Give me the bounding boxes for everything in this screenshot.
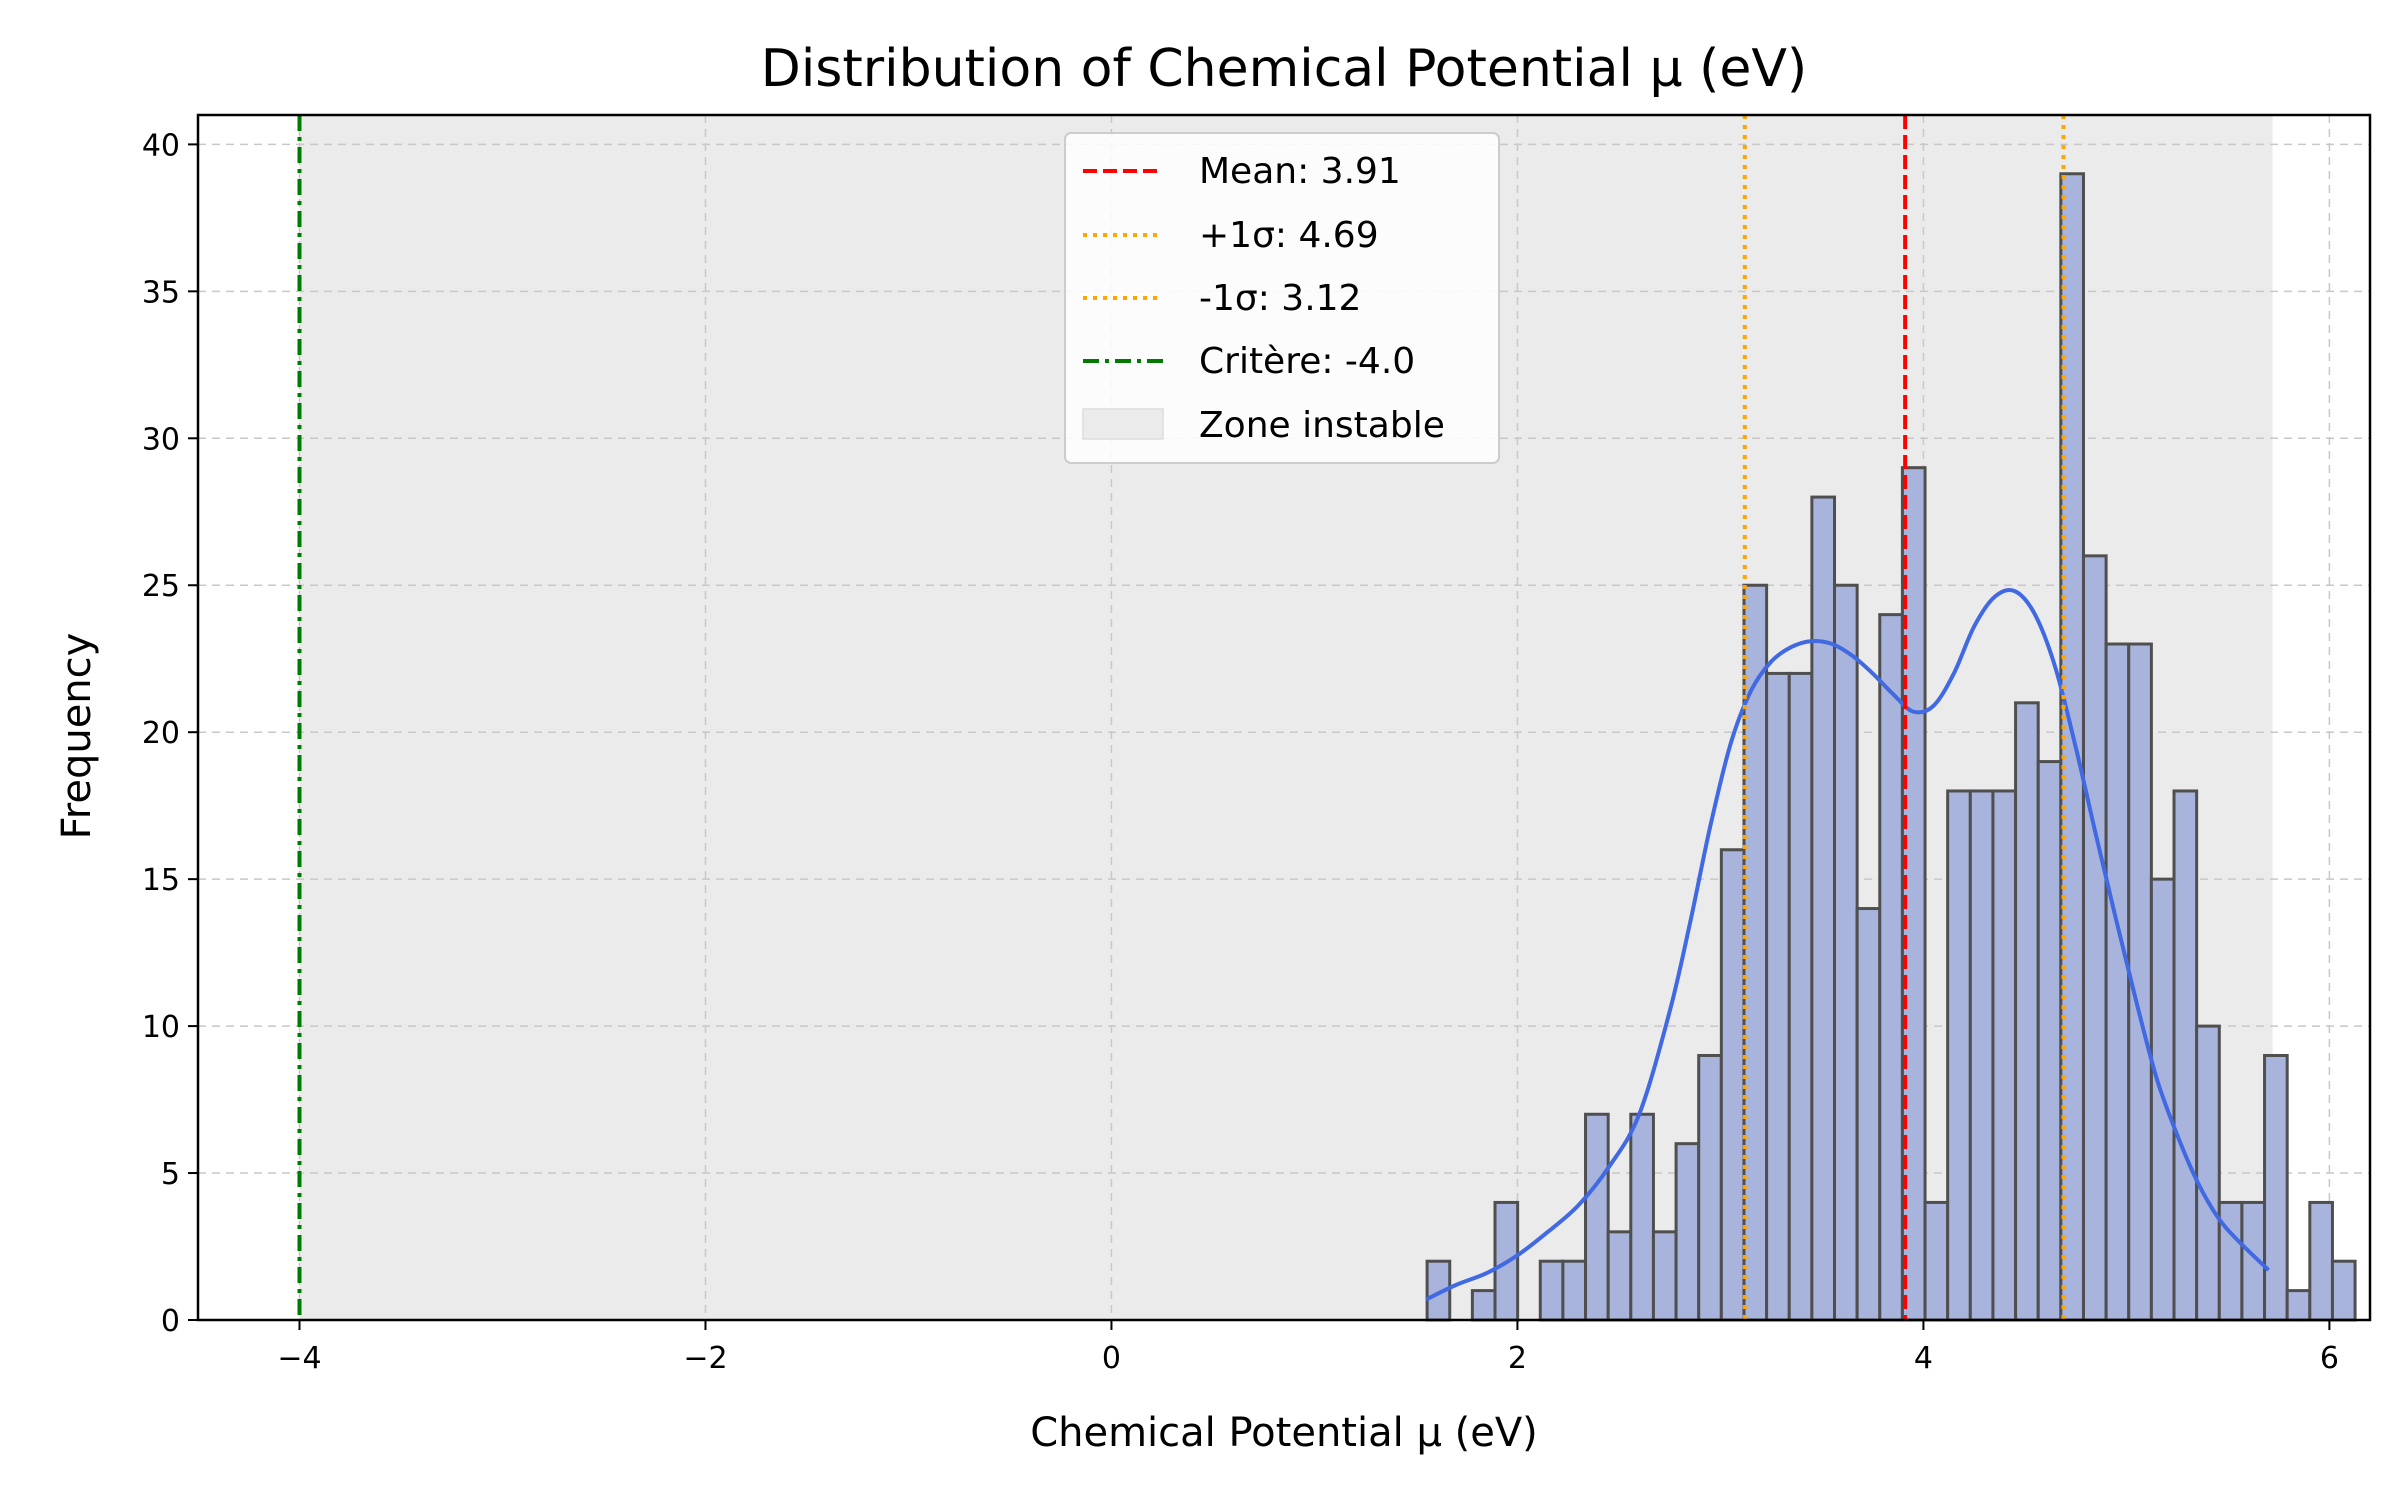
legend: Mean: 3.91 +1σ: 4.69 -1σ: 3.12 Critère: …: [1064, 132, 1500, 464]
axis-ticks-layer: −4 −2 0 2 4 6 0 5 10 15 20 25 30 35 40: [142, 128, 2339, 1376]
reference-lines-layer: [297, 115, 2066, 1320]
histogram-bar: [1561, 1259, 1588, 1322]
y-tick-label: 5: [161, 1157, 180, 1192]
histogram-bar: [1470, 1289, 1497, 1322]
legend-zone-label: Zone instable: [1199, 405, 1445, 446]
histogram-bar: [1629, 1112, 1655, 1322]
histogram-bar: [1584, 1112, 1610, 1322]
histogram-bar: [2014, 701, 2040, 1322]
legend-criterion-label: Critère: -4.0: [1199, 341, 1415, 382]
histogram-bar: [1855, 907, 1882, 1322]
histogram-bar: [1697, 1053, 1723, 1322]
y-tick-label: 0: [161, 1304, 180, 1339]
y-tick-label: 20: [142, 716, 180, 751]
y-tick-label: 40: [142, 128, 180, 163]
histogram-bar: [1991, 789, 2018, 1322]
histogram-bar: [1968, 789, 1995, 1322]
histogram-bar: [2036, 760, 2063, 1322]
histogram-bar: [1538, 1259, 1565, 1322]
x-tick-label: 4: [1914, 1341, 1933, 1376]
histogram-bar: [2330, 1259, 2357, 1322]
histogram-bar: [2104, 642, 2131, 1322]
chart-title: Distribution of Chemical Potential μ (eV…: [761, 39, 1807, 99]
x-tick-label: −2: [683, 1341, 727, 1376]
histogram-bar: [1719, 848, 1746, 1322]
y-tick-label: 10: [142, 1010, 180, 1045]
legend-mean-label: Mean: 3.91: [1199, 151, 1401, 192]
x-tick-label: 0: [1102, 1341, 1121, 1376]
histogram-bar: [1787, 671, 1814, 1322]
histogram-bar: [1923, 1200, 1950, 1322]
histogram-bar: [1765, 671, 1791, 1322]
histogram-bar: [2308, 1200, 2334, 1322]
legend-zone-swatch: [1082, 408, 1164, 440]
kde-curve: [1425, 587, 2270, 1302]
x-tick-label: 6: [2320, 1341, 2339, 1376]
histogram-bar: [2285, 1289, 2312, 1322]
x-axis-title: Chemical Potential μ (eV): [1030, 1410, 1538, 1456]
histogram-bar: [1946, 789, 1972, 1322]
histogram-bar: [2217, 1200, 2244, 1322]
histogram-bar: [2081, 554, 2108, 1322]
y-tick-label: 35: [142, 275, 180, 310]
histogram-bar: [2195, 1024, 2221, 1322]
legend-box: [1064, 132, 1500, 464]
x-tick-label: 2: [1508, 1341, 1527, 1376]
histogram-bar: [1810, 495, 1837, 1322]
x-tick-label: −4: [277, 1341, 321, 1376]
histogram-bar: [1651, 1230, 1678, 1322]
histogram-bar: [1606, 1230, 1633, 1322]
legend-plus-sigma-label: +1σ: 4.69: [1199, 215, 1379, 256]
histogram-bar: [2263, 1053, 2289, 1322]
y-axis-title: Frequency: [54, 633, 100, 840]
axes-frame: [196, 113, 2372, 1322]
histogram-bar: [1833, 583, 1859, 1322]
kde-curve-layer: [1425, 587, 2270, 1302]
histogram-bar: [1674, 1142, 1701, 1322]
y-tick-label: 25: [142, 569, 180, 604]
histogram-bar: [2172, 789, 2199, 1322]
y-tick-label: 15: [142, 863, 180, 898]
y-tick-label: 30: [142, 422, 180, 457]
legend-minus-sigma-label: -1σ: 3.12: [1199, 278, 1361, 319]
histogram-bar: [1878, 613, 1904, 1322]
histogram-bars: [1425, 172, 2357, 1322]
